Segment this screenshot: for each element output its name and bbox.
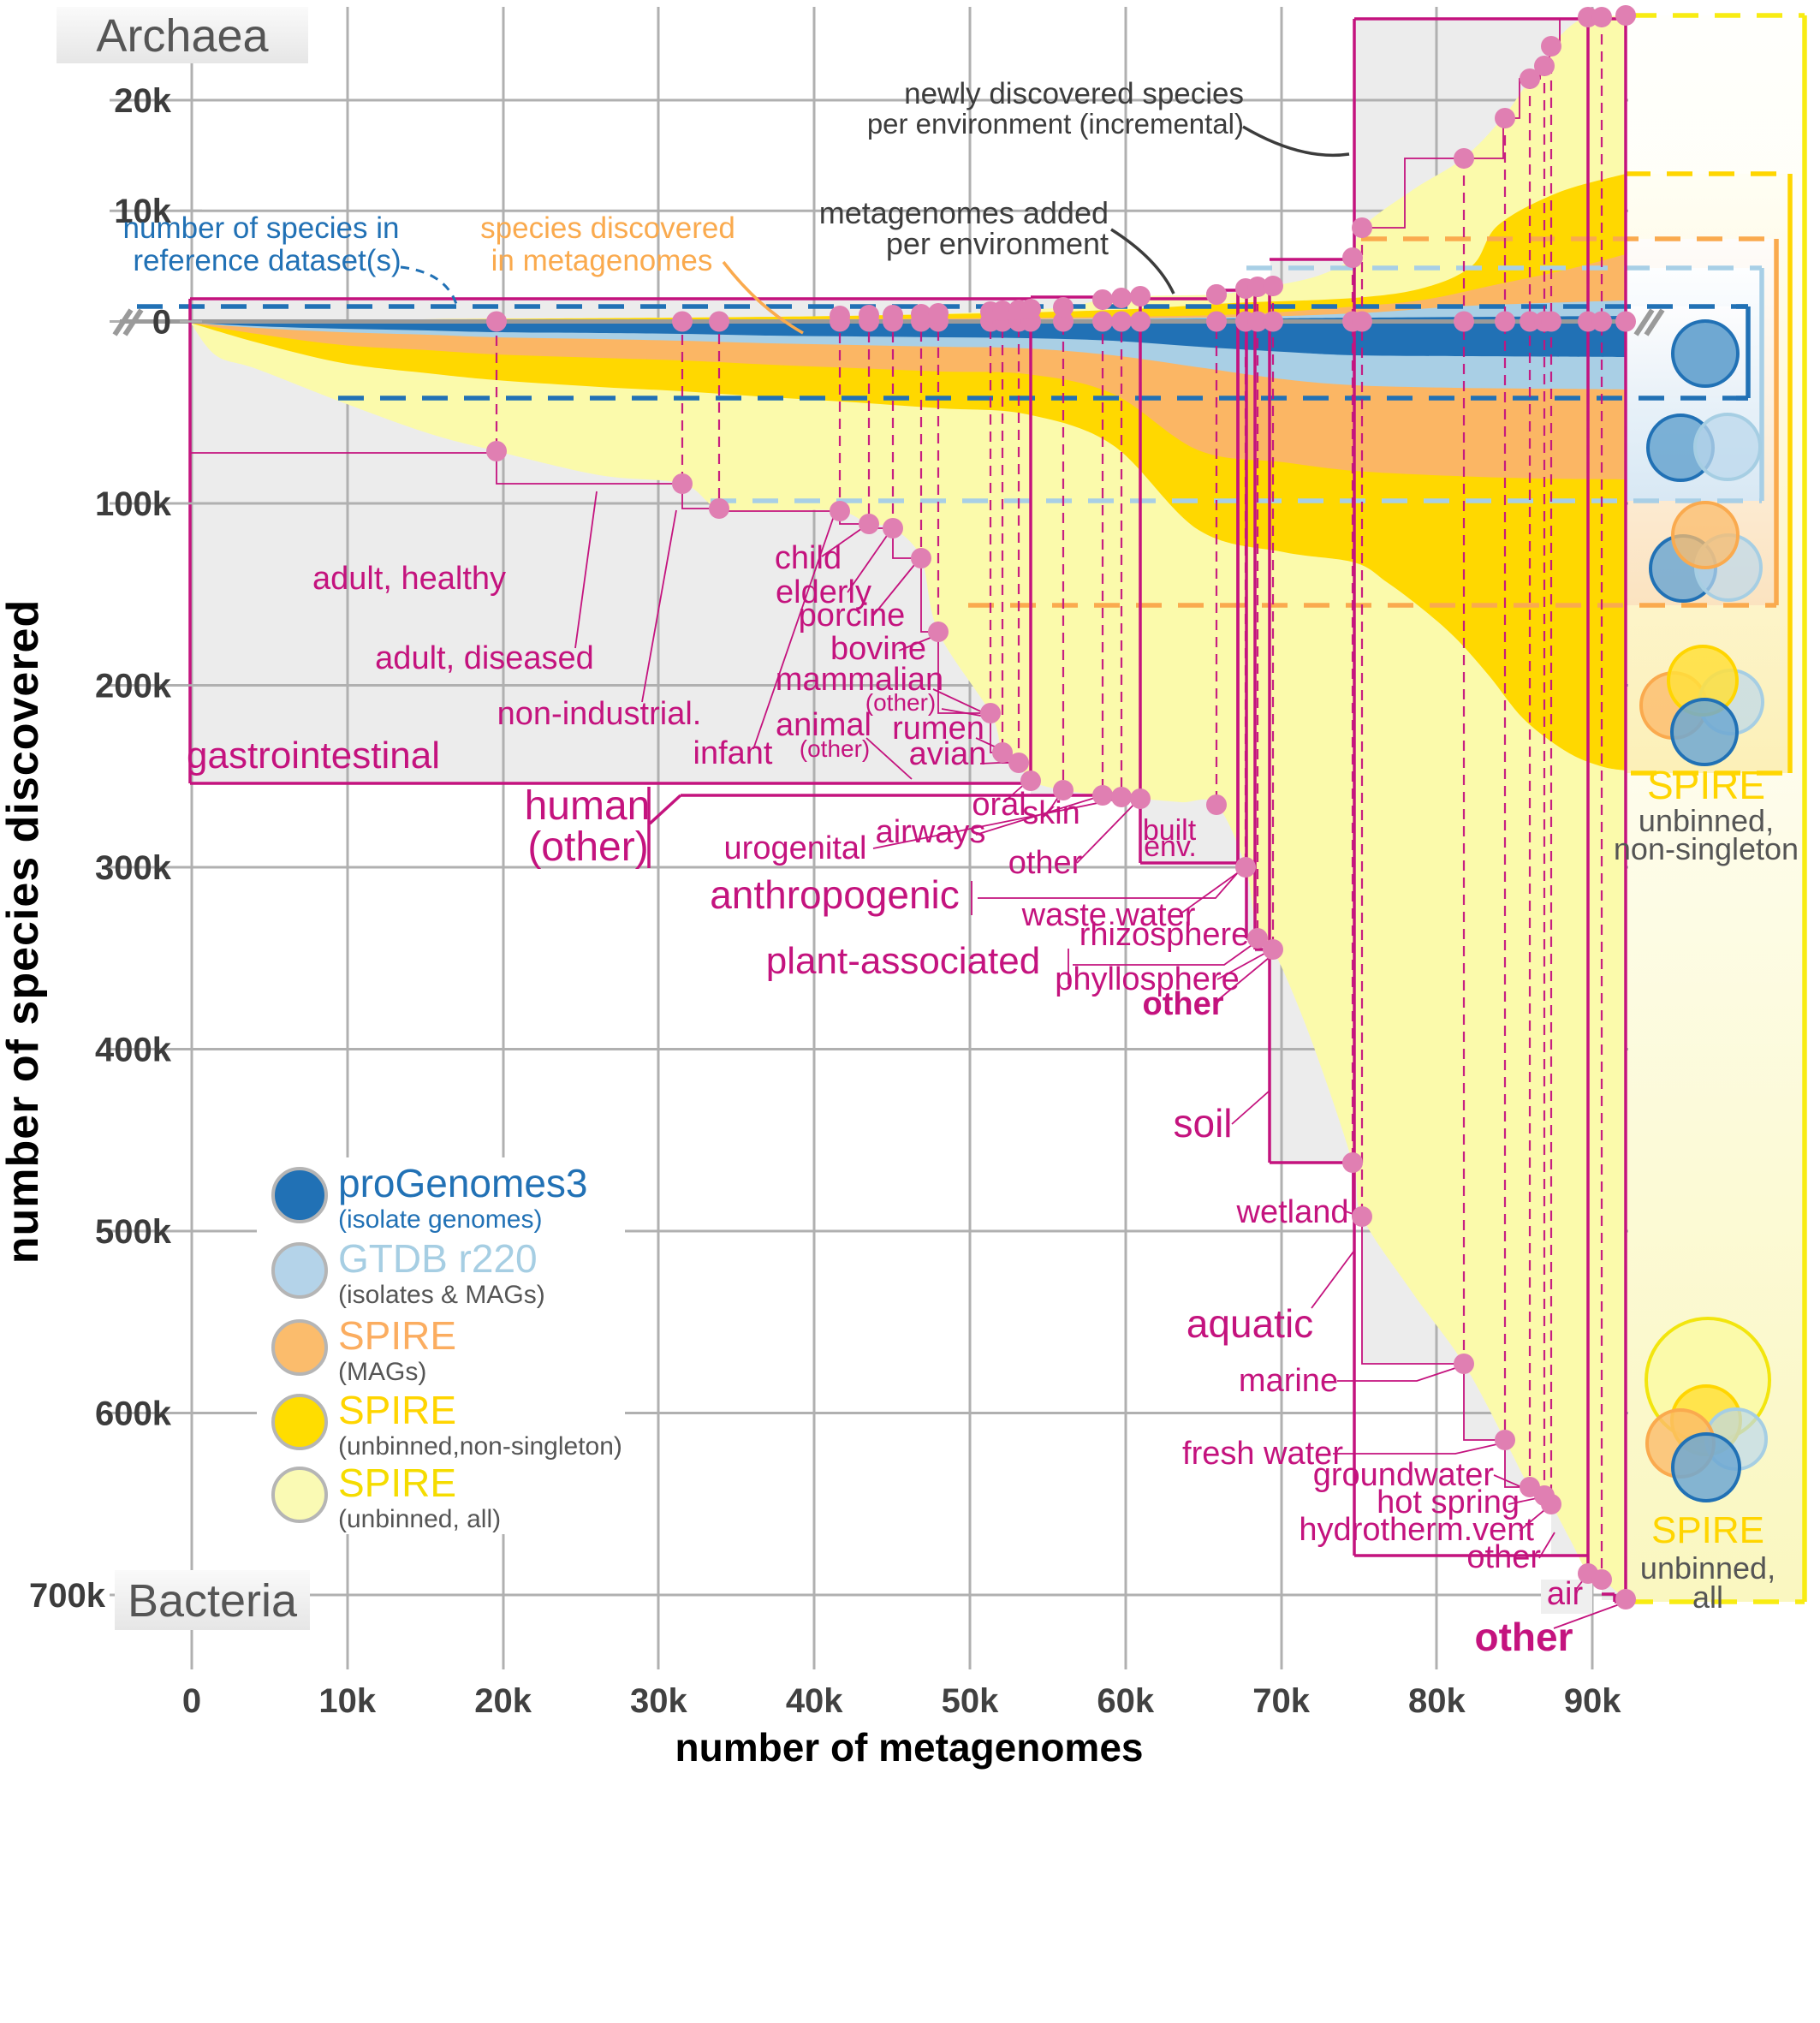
svg-text:SPIRE: SPIRE: [338, 1388, 456, 1432]
svg-text:adult, healthy: adult, healthy: [312, 561, 506, 597]
svg-text:0: 0: [182, 1682, 201, 1720]
svg-text:(isolates & MAGs): (isolates & MAGs): [338, 1281, 545, 1309]
svg-text:SPIRE: SPIRE: [338, 1461, 456, 1505]
svg-text:70k: 70k: [1252, 1682, 1310, 1720]
svg-text:SPIRE: SPIRE: [338, 1313, 456, 1358]
svg-text:species discovered: species discovered: [480, 211, 735, 245]
svg-text:animal: animal: [776, 707, 871, 743]
svg-text:60k: 60k: [1097, 1682, 1154, 1720]
svg-text:per environment: per environment: [886, 226, 1109, 261]
svg-text:mammalian: mammalian: [776, 662, 943, 698]
svg-text:anthropogenic: anthropogenic: [710, 872, 960, 917]
svg-text:all: all: [1692, 1580, 1723, 1615]
svg-text:child: child: [775, 540, 842, 576]
svg-text:porcine: porcine: [799, 598, 906, 634]
svg-text:other: other: [1466, 1539, 1541, 1575]
svg-text:urogenital: urogenital: [724, 830, 867, 866]
svg-text:10k: 10k: [318, 1682, 376, 1720]
svg-text:200k: 200k: [95, 668, 172, 705]
svg-text:metagenomes added: metagenomes added: [819, 195, 1109, 230]
svg-text:0: 0: [152, 304, 171, 342]
svg-text:avian: avian: [909, 736, 987, 772]
svg-text:(other): (other): [865, 689, 936, 716]
svg-text:(MAGs): (MAGs): [338, 1358, 426, 1386]
svg-text:bovine: bovine: [830, 631, 926, 667]
svg-text:adult, diseased: adult, diseased: [375, 640, 594, 676]
svg-text:Bacteria: Bacteria: [128, 1575, 298, 1627]
svg-text:number of species in: number of species in: [123, 211, 400, 245]
svg-text:gastrointestinal: gastrointestinal: [187, 735, 440, 776]
svg-text:20k: 20k: [114, 82, 171, 120]
svg-text:400k: 400k: [95, 1032, 172, 1069]
svg-text:unbinned,: unbinned,: [1639, 803, 1774, 838]
svg-text:(unbinned, all): (unbinned, all): [338, 1505, 501, 1533]
svg-text:other: other: [1475, 1615, 1573, 1659]
svg-text:80k: 80k: [1408, 1682, 1466, 1720]
svg-text:10k: 10k: [114, 193, 171, 230]
svg-text:marine: marine: [1239, 1363, 1338, 1399]
svg-text:plant-associated: plant-associated: [766, 940, 1040, 982]
svg-text:(other): (other): [800, 735, 870, 762]
svg-text:waste water: waste water: [1021, 897, 1196, 933]
svg-text:unbinned,: unbinned,: [1640, 1550, 1775, 1586]
svg-text:in metagenomes: in metagenomes: [491, 244, 713, 277]
svg-text:(unbinned,non-singleton): (unbinned,non-singleton): [338, 1432, 622, 1461]
svg-text:per environment (incremental): per environment (incremental): [867, 108, 1244, 140]
svg-text:built: built: [1143, 814, 1197, 847]
svg-text:proGenomes3: proGenomes3: [338, 1161, 588, 1205]
svg-text:aquatic: aquatic: [1187, 1301, 1313, 1346]
svg-text:Archaea: Archaea: [96, 10, 269, 62]
svg-text:GTDB r220: GTDB r220: [338, 1236, 538, 1281]
svg-text:skin: skin: [1022, 795, 1080, 831]
svg-text:rumen: rumen: [892, 711, 984, 747]
svg-text:30k: 30k: [630, 1682, 687, 1720]
svg-text:300k: 300k: [95, 849, 172, 887]
svg-text:non-singleton: non-singleton: [1614, 831, 1799, 866]
svg-text:100k: 100k: [95, 485, 172, 523]
svg-text:500k: 500k: [95, 1213, 172, 1251]
svg-text:SPIRE: SPIRE: [1651, 1509, 1764, 1551]
svg-text:wetland: wetland: [1236, 1194, 1349, 1230]
svg-text:90k: 90k: [1564, 1682, 1621, 1720]
svg-text:rhizosphere: rhizosphere: [1080, 917, 1250, 953]
svg-text:env.: env.: [1144, 830, 1197, 863]
svg-text:newly discovered species: newly discovered species: [904, 77, 1244, 110]
svg-text:fresh water: fresh water: [1182, 1436, 1343, 1472]
svg-text:50k: 50k: [942, 1682, 999, 1720]
svg-text:oral: oral: [972, 787, 1026, 823]
svg-text:20k: 20k: [474, 1682, 532, 1720]
svg-text:elderly: elderly: [776, 574, 871, 610]
svg-text:air: air: [1547, 1576, 1584, 1612]
svg-text:phyllosphere: phyllosphere: [1055, 961, 1239, 997]
svg-text:groundwater: groundwater: [1313, 1457, 1495, 1493]
svg-text:hot spring: hot spring: [1377, 1485, 1520, 1520]
svg-text:700k: 700k: [29, 1577, 106, 1615]
svg-text:600k: 600k: [95, 1395, 172, 1433]
svg-text:40k: 40k: [786, 1682, 843, 1720]
svg-text:soil: soil: [1173, 1101, 1232, 1145]
svg-text:other: other: [1008, 845, 1083, 881]
svg-text:SPIRE: SPIRE: [1647, 763, 1765, 807]
svg-text:hydrotherm.vent: hydrotherm.vent: [1299, 1512, 1534, 1548]
svg-text:number of species discovered: number of species discovered: [0, 599, 48, 1264]
svg-text:other: other: [1143, 986, 1224, 1022]
svg-text:(other): (other): [527, 824, 648, 870]
svg-text:number of metagenomes: number of metagenomes: [675, 1725, 1144, 1770]
svg-text:human: human: [525, 783, 651, 829]
svg-text:(isolate genomes): (isolate genomes): [338, 1205, 542, 1234]
svg-text:non-industrial.: non-industrial.: [497, 696, 702, 732]
svg-text:infant: infant: [693, 735, 773, 771]
svg-text:reference dataset(s): reference dataset(s): [133, 244, 401, 277]
svg-text:airways: airways: [876, 814, 986, 850]
